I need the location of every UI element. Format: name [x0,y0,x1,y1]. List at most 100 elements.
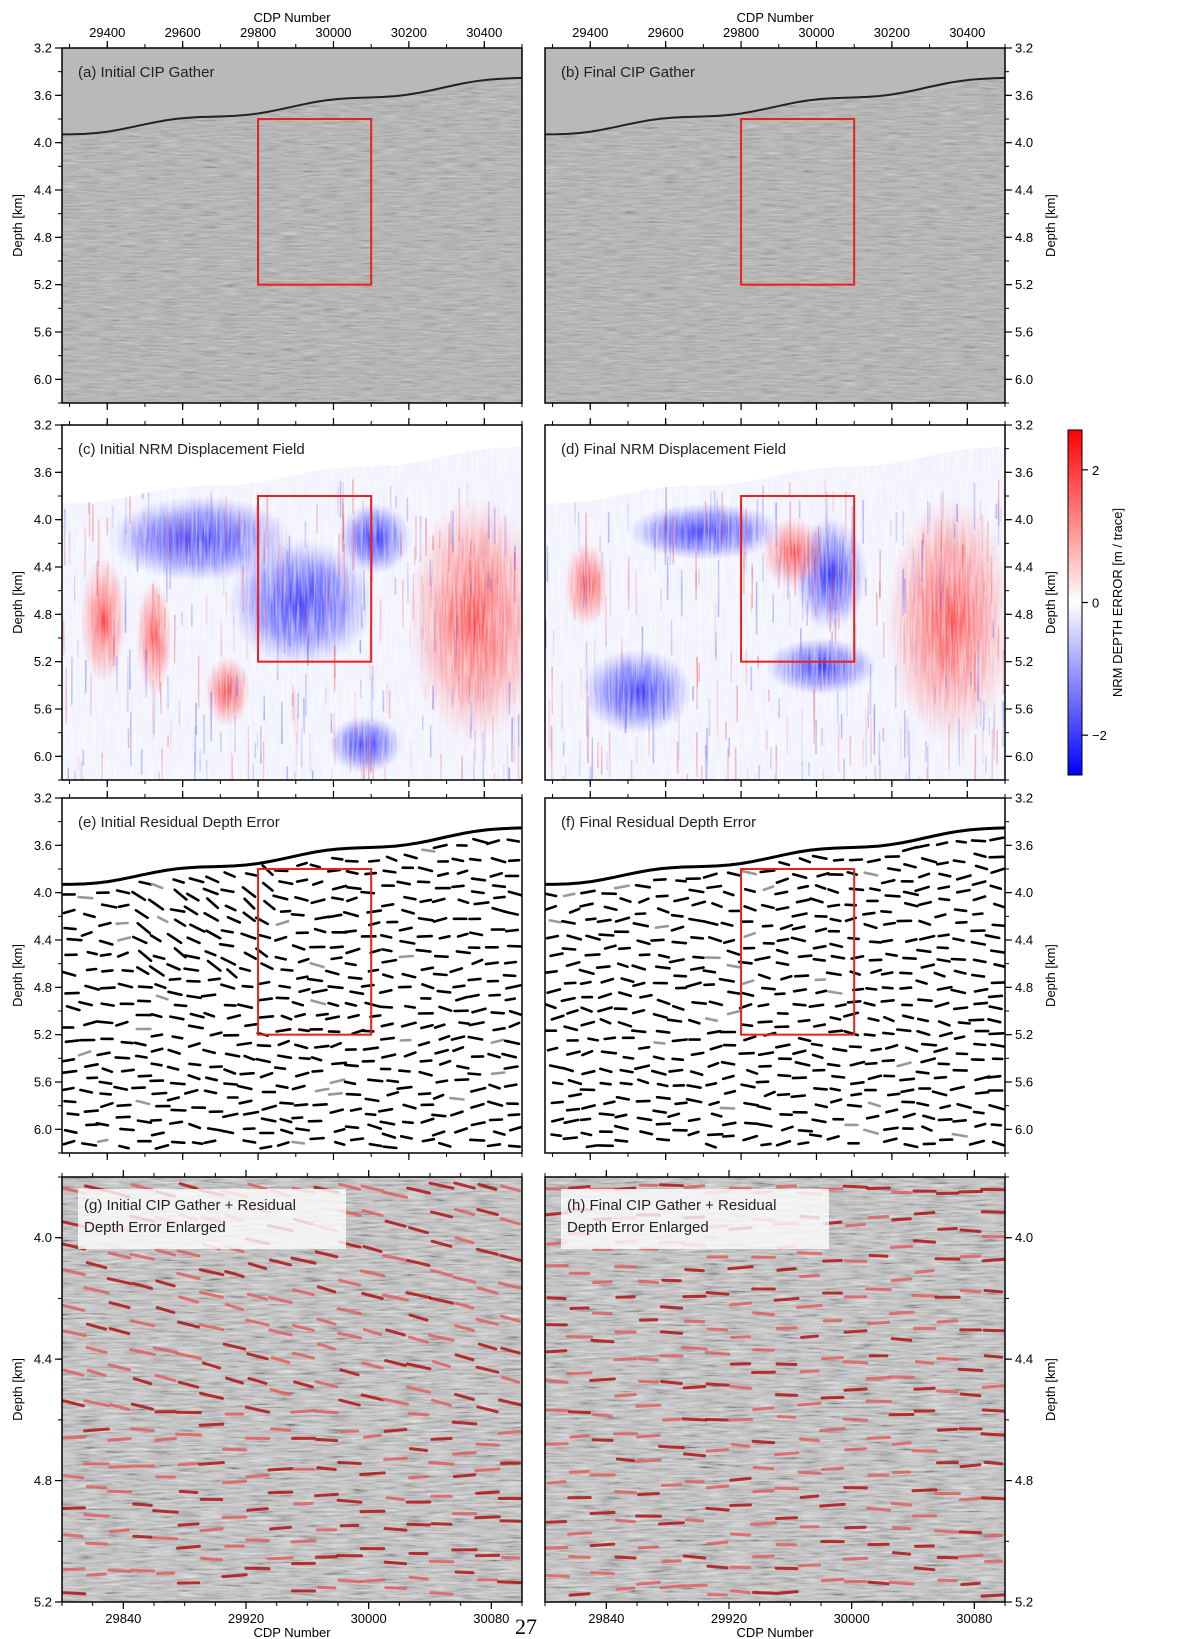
residual-marker [890,1337,913,1342]
residual-marker [937,885,951,890]
residual-marker [579,980,592,986]
residual-marker [661,1417,682,1422]
residual-marker [936,985,953,991]
residual-marker [988,1032,1005,1036]
residual-marker [903,901,919,908]
residual-marker [580,1020,596,1027]
residual-marker [599,1017,612,1025]
residual-marker [97,1020,114,1025]
residual-marker [757,973,771,980]
residual-marker [62,1058,76,1063]
residual-marker [814,1103,829,1109]
residual-marker [100,1101,114,1109]
residual-marker [981,1384,1005,1389]
residual-marker [743,905,757,912]
residual-marker [973,1001,989,1006]
residual-marker [993,962,1005,969]
residual-marker [819,1427,846,1433]
residual-marker [324,969,340,976]
residual-marker [237,1003,254,1010]
residual-marker [990,867,1005,875]
residual-marker [864,1061,878,1066]
residual-marker [177,1295,200,1304]
residual-marker [549,952,564,958]
residual-marker [222,1112,239,1119]
residual-marker [432,1093,445,1100]
residual-marker [99,952,112,957]
residual-marker [242,1139,257,1144]
residual-marker [366,909,383,914]
y-tick-label: 6.0 [1015,749,1033,764]
residual-marker [660,1483,683,1487]
residual-marker [687,1018,701,1025]
residual-marker [652,877,667,882]
residual-marker [938,897,951,902]
residual-marker [591,1438,614,1442]
residual-marker [261,864,274,877]
panel-label-background [78,1189,346,1249]
residual-marker [579,902,594,908]
residual-marker [778,860,791,867]
residual-marker [702,872,718,879]
residual-marker [294,1043,309,1050]
residual-marker [681,1417,708,1422]
residual-marker [343,1080,357,1086]
residual-marker [545,1002,557,1010]
residual-marker [974,1122,987,1128]
residual-marker [438,1034,451,1041]
residual-marker [742,1134,759,1142]
residual-marker [797,884,810,890]
residual-marker [152,1509,179,1514]
residual-marker [420,966,435,972]
y-tick-label: 3.2 [1015,418,1033,433]
residual-marker [201,1361,222,1370]
residual-marker [170,1108,187,1112]
residual-marker [728,1301,753,1307]
residual-marker [77,895,94,900]
residual-marker [488,993,502,997]
residual-marker [970,973,986,978]
y-tick-label: 5.6 [34,702,52,717]
residual-marker [762,885,775,892]
residual-marker [417,1041,431,1047]
residual-marker [617,991,633,998]
colorbar-tick-label: −2 [1092,728,1107,743]
residual-marker [449,1110,464,1117]
residual-marker [844,1525,867,1530]
residual-marker [269,1388,292,1396]
residual-marker [276,1141,290,1147]
residual-marker [933,971,946,978]
residual-marker [754,955,771,962]
residual-marker [922,1114,936,1121]
residual-marker [84,1063,99,1068]
residual-marker [681,1345,708,1351]
residual-marker [868,887,882,892]
residual-marker [953,908,968,913]
residual-marker [131,890,147,902]
y-tick-label: 4.0 [34,135,52,150]
residual-marker [385,855,398,862]
residual-marker [377,1107,394,1113]
residual-marker [757,1020,773,1024]
residual-marker [273,935,288,942]
residual-marker [329,945,345,950]
residual-marker [279,1101,295,1105]
x-tick-label: 30400 [466,25,502,40]
residual-marker [867,1101,882,1108]
residual-marker [467,993,480,999]
residual-marker [901,845,919,853]
residual-marker [796,1251,823,1256]
residual-marker [247,1262,268,1271]
residual-marker [132,935,148,945]
residual-marker [895,1028,912,1033]
residual-marker [721,1134,735,1138]
residual-marker [937,1118,953,1122]
residual-marker [590,1571,615,1576]
residual-marker [360,1393,385,1402]
residual-marker [561,919,576,925]
residual-marker [937,933,950,938]
y-tick-label: 5.6 [1015,702,1033,717]
residual-marker [457,898,470,905]
residual-marker [863,871,879,877]
residual-marker [739,991,755,998]
